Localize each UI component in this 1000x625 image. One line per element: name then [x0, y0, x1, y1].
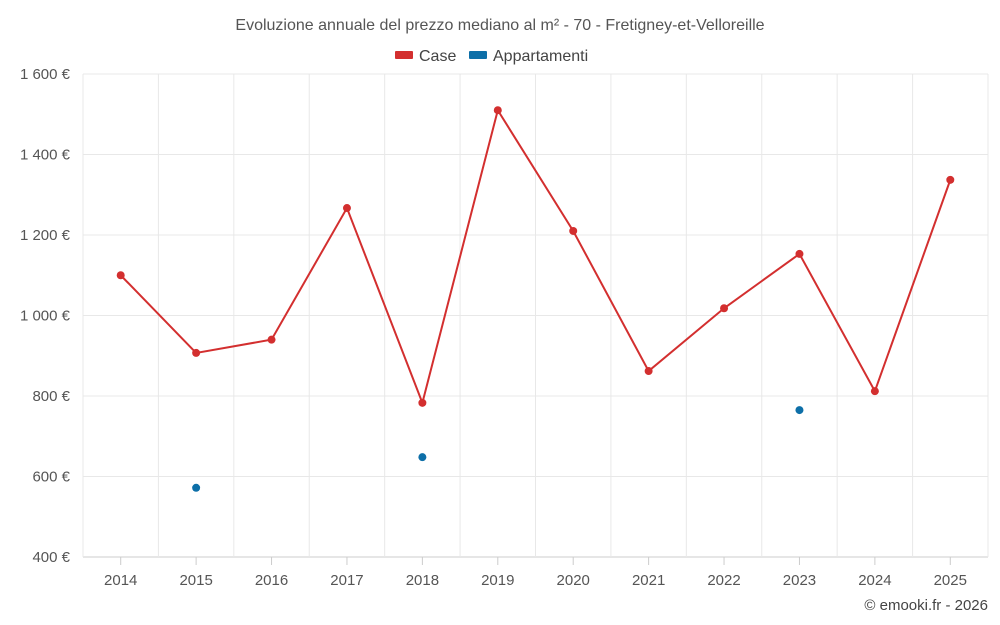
- y-tick-label: 400 €: [32, 549, 70, 566]
- y-axis: 400 € 600 € 800 € 1 000 € 1 200 € 1 400 € 1 60…: [20, 66, 71, 566]
- x-tick-label: 2025: [934, 572, 967, 589]
- grid: [82, 73, 989, 558]
- data-point-case[interactable]: [720, 304, 729, 313]
- x-tick-label: 2018: [406, 572, 439, 589]
- data-point-case[interactable]: [418, 398, 427, 407]
- y-tick-label: 1 200 €: [20, 227, 71, 244]
- legend-swatch: [395, 51, 413, 59]
- x-tick-label: 2022: [707, 572, 740, 589]
- legend: Case Appartamenti: [395, 48, 588, 65]
- data-point-case[interactable]: [569, 226, 578, 235]
- legend-item-appartamenti[interactable]: Appartamenti: [469, 48, 588, 65]
- x-tick-label: 2024: [858, 572, 891, 589]
- x-tick-label: 2017: [330, 572, 363, 589]
- series-line-case: [119, 107, 952, 407]
- data-point-case[interactable]: [342, 204, 351, 213]
- legend-label: Case: [419, 48, 456, 65]
- data-point-case[interactable]: [870, 387, 879, 396]
- y-tick-label: 1 000 €: [20, 308, 71, 325]
- data-point-case[interactable]: [644, 367, 653, 376]
- x-tick-label: 2020: [557, 572, 590, 589]
- legend-label: Appartamenti: [493, 48, 588, 65]
- y-tick-label: 600 €: [32, 469, 70, 486]
- data-point-case[interactable]: [493, 106, 502, 115]
- data-point-appartamenti[interactable]: [795, 406, 804, 415]
- y-tick-label: 1 400 €: [20, 147, 71, 164]
- series-layer: [116, 106, 955, 492]
- legend-item-case[interactable]: Case: [395, 48, 456, 65]
- x-tick-label: 2014: [104, 572, 137, 589]
- data-point-case[interactable]: [116, 271, 125, 280]
- legend-swatch: [469, 51, 487, 59]
- data-point-appartamenti[interactable]: [418, 453, 427, 462]
- x-tick-label: 2016: [255, 572, 288, 589]
- x-tick-label: 2023: [783, 572, 816, 589]
- y-tick-label: 1 600 €: [20, 66, 71, 83]
- credit-text: © emooki.fr - 2026: [864, 597, 988, 614]
- x-tick-label: 2021: [632, 572, 665, 589]
- data-point-case[interactable]: [192, 348, 201, 357]
- x-axis: 2014 2015 2016 2017 2018 2019 2020 2021 2022 2023…: [104, 557, 967, 589]
- chart-title: Evoluzione annuale del prezzo mediano al…: [235, 17, 764, 34]
- data-point-appartamenti[interactable]: [192, 483, 201, 492]
- data-point-case[interactable]: [795, 249, 804, 258]
- y-tick-label: 800 €: [32, 388, 70, 405]
- data-point-case[interactable]: [946, 175, 955, 184]
- data-point-case[interactable]: [267, 335, 276, 344]
- x-tick-label: 2015: [179, 572, 212, 589]
- x-tick-label: 2019: [481, 572, 514, 589]
